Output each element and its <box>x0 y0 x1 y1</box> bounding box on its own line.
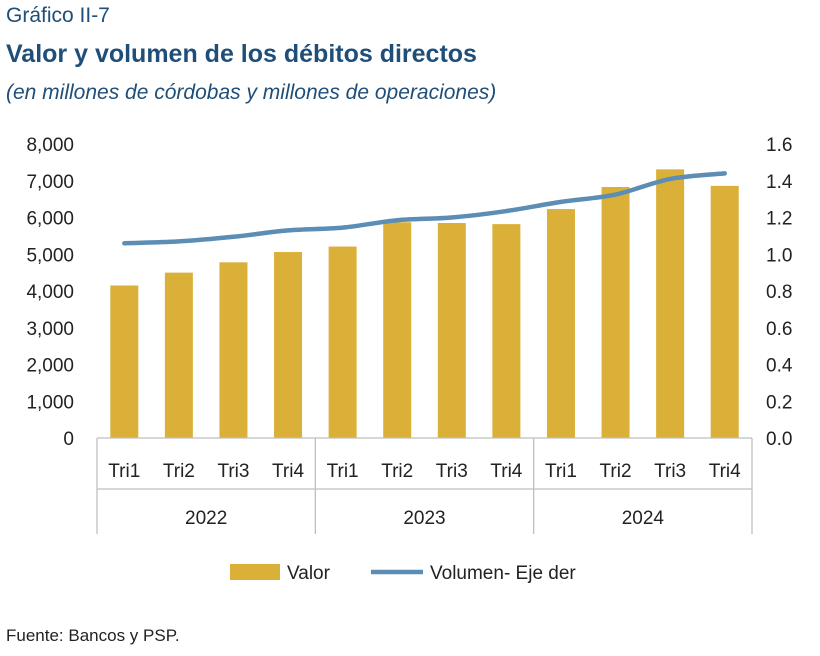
y-left-tick-8: 8,000 <box>26 135 74 156</box>
y-left-tick-5: 5,000 <box>26 245 74 266</box>
x-tick-label-11: Tri3 <box>654 461 686 482</box>
x-tick-label-10: Tri2 <box>600 461 632 482</box>
x-group-label-2022: 2022 <box>185 508 227 529</box>
x-tick-label-9: Tri1 <box>545 461 577 482</box>
y-left-tick-2: 2,000 <box>26 356 74 377</box>
line-layer <box>122 171 727 246</box>
line-volumen <box>122 171 727 246</box>
x-tick-label-4: Tri4 <box>272 461 304 482</box>
y-right-tick-6: 1.2 <box>766 209 792 230</box>
y-left-tick-0: 0 <box>63 429 74 450</box>
bar-valor-7 <box>437 223 466 438</box>
bar-valor-10 <box>601 186 630 438</box>
legend: Valor Volumen- Eje der <box>230 563 576 584</box>
x-tick-label-8: Tri4 <box>490 461 522 482</box>
chart-subtitle: (en millones de córdobas y millones de o… <box>6 81 497 104</box>
bar-valor-2 <box>164 272 193 438</box>
y-right-tick-1: 0.2 <box>766 392 792 413</box>
axes-layer <box>96 437 753 534</box>
x-tick-label-1: Tri1 <box>108 461 140 482</box>
y-left-tick-1: 1,000 <box>26 392 74 413</box>
chart-kicker: Gráfico II-7 <box>6 4 110 27</box>
y-left-tick-3: 3,000 <box>26 319 74 340</box>
bar-valor-3 <box>219 262 248 438</box>
x-group-label-2024: 2024 <box>622 508 665 529</box>
chart-svg: Tri1 Tri2 Tri3 Tri4 Tri1 Tri2 Tri3 Tri4 Tri1 Tri2… <box>26 135 792 584</box>
bar-valor-1 <box>110 285 139 438</box>
x-tick-label-12: Tri4 <box>709 461 741 482</box>
y-left-tick-4: 4,000 <box>26 282 74 303</box>
bar-valor-12 <box>710 185 739 438</box>
legend-label-valor: Valor <box>287 563 331 584</box>
y-right-tick-7: 1.4 <box>766 172 793 193</box>
x-tick-label-5: Tri1 <box>327 461 359 482</box>
bar-valor-9 <box>546 209 575 438</box>
y-right-tick-3: 0.6 <box>766 319 792 340</box>
bar-valor-11 <box>656 169 685 439</box>
bar-valor-8 <box>492 224 521 438</box>
legend-swatch-valor <box>230 564 280 580</box>
x-group-label-2023: 2023 <box>403 508 445 529</box>
x-tick-label-6: Tri2 <box>381 461 413 482</box>
y-left-tick-6: 6,000 <box>26 209 74 230</box>
bar-valor-5 <box>328 246 357 438</box>
y-right-tick-8: 1.6 <box>766 135 792 156</box>
x-tick-label-7: Tri3 <box>436 461 468 482</box>
x-tick-label-2: Tri2 <box>163 461 195 482</box>
ticks-layer: Tri1 Tri2 Tri3 Tri4 Tri1 Tri2 Tri3 Tri4 Tri1 Tri2… <box>26 135 792 529</box>
y-right-tick-0: 0.0 <box>766 429 792 450</box>
y-right-tick-5: 1.0 <box>766 245 792 266</box>
bar-valor-6 <box>383 222 412 438</box>
bar-valor-4 <box>274 252 303 438</box>
x-tick-label-3: Tri3 <box>217 461 249 482</box>
y-left-tick-7: 7,000 <box>26 172 74 193</box>
legend-label-volumen: Volumen- Eje der <box>430 563 576 584</box>
y-right-tick-2: 0.4 <box>766 356 793 377</box>
bars-layer <box>110 169 739 439</box>
y-right-tick-4: 0.8 <box>766 282 792 303</box>
chart-title: Valor y volumen de los débitos directos <box>6 40 477 68</box>
source-note: Fuente: Bancos y PSP. <box>6 626 180 645</box>
